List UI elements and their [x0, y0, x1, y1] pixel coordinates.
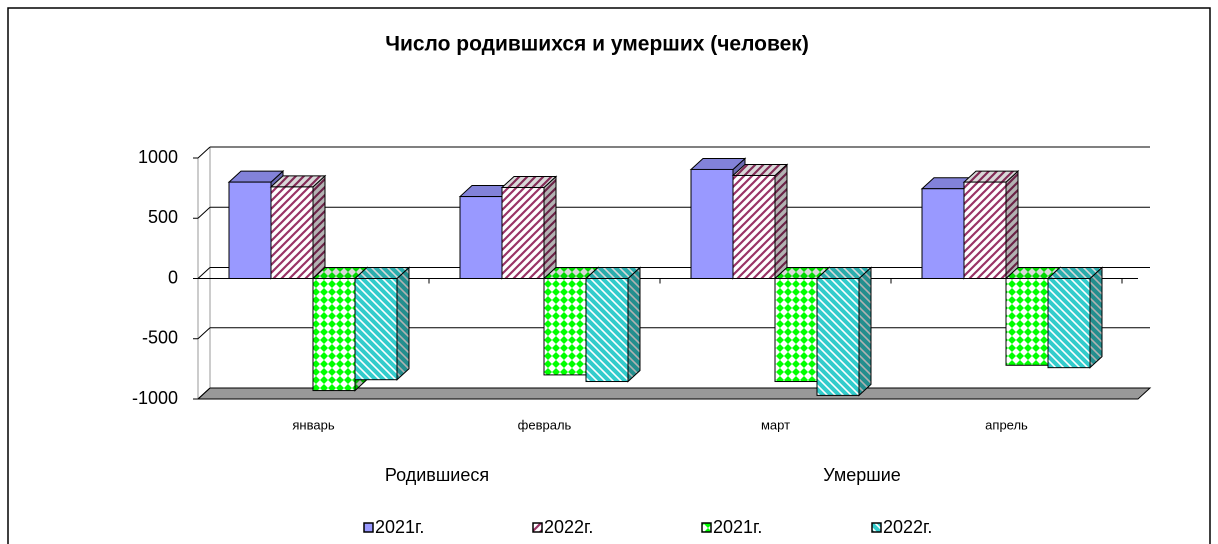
- bar: [312, 278, 356, 392]
- y-tick-label: 500: [148, 207, 178, 227]
- bar: [963, 181, 1007, 280]
- grid-line-side: [197, 267, 211, 279]
- bar: [816, 278, 860, 396]
- bar-side-shade: [1090, 267, 1102, 368]
- bar: [690, 168, 734, 279]
- legend-swatch: [532, 522, 543, 533]
- chart-title: Число родившихся и умерших (человек): [385, 33, 809, 56]
- bar: [459, 196, 503, 279]
- bar: [1047, 278, 1091, 369]
- y-tick-label: -500: [142, 328, 178, 348]
- grid-line-side: [197, 206, 211, 219]
- bar-side-shade: [775, 164, 787, 279]
- y-tick-label: 0: [168, 267, 178, 287]
- legend-label: 2022г.: [883, 517, 932, 537]
- bars: [227, 157, 1104, 397]
- legend-swatch: [363, 522, 374, 533]
- labels: -1000 -500 0 500 1000 январь февраль март апрель…: [132, 147, 1028, 537]
- bar-side-shade: [859, 267, 871, 396]
- x-tick-label: февраль: [518, 417, 572, 432]
- bar: [228, 181, 272, 280]
- y-tick-label: 1000: [138, 147, 178, 167]
- bar: [354, 278, 398, 381]
- x-tick-label: январь: [292, 417, 334, 432]
- legend-item: 2022г.: [532, 517, 593, 537]
- bar: [774, 278, 818, 383]
- bar-top-shade: [586, 267, 640, 279]
- bar: [732, 174, 776, 279]
- legend-label: 2021г.: [375, 517, 424, 537]
- bar: [270, 186, 314, 279]
- bar-top-shade: [313, 267, 367, 279]
- y-tick-label: -1000: [132, 388, 178, 408]
- x-tick-label: март: [761, 417, 790, 432]
- legend-item: 2021г.: [701, 517, 762, 537]
- bar-side-shade: [397, 267, 409, 380]
- bar-top-shade: [1048, 267, 1102, 279]
- grid-line-side: [197, 146, 211, 159]
- bar: [543, 278, 587, 376]
- bar-top-shade: [271, 175, 325, 187]
- legend-label: 2021г.: [713, 517, 762, 537]
- legend-item: 2022г.: [871, 517, 932, 537]
- bar-top-shade: [691, 158, 745, 170]
- bar: [585, 278, 629, 383]
- bar-top-shade: [1006, 267, 1060, 279]
- bar-top-shade: [922, 177, 976, 189]
- bar-top-shade: [229, 171, 283, 183]
- bar-top-shade: [775, 267, 829, 279]
- legend-item: 2021г.: [363, 517, 424, 537]
- bar-top-shade: [460, 185, 514, 197]
- bar-top-shade: [817, 267, 871, 279]
- annotation: Родившиеся: [385, 465, 489, 485]
- bar-top-shade: [355, 267, 409, 279]
- bar-top-shade: [502, 176, 556, 188]
- x-tick-label: апрель: [985, 417, 1028, 432]
- bar: [1005, 278, 1049, 366]
- bar-side-shade: [313, 175, 325, 279]
- bar-top-shade: [544, 267, 598, 279]
- legend-swatch: [701, 522, 712, 533]
- grid-line-side: [197, 327, 211, 340]
- bar-side-shade: [628, 267, 640, 382]
- bar: [921, 188, 965, 279]
- legend-swatch: [871, 522, 882, 533]
- bar-top-shade: [964, 171, 1018, 183]
- bar: [501, 187, 545, 280]
- grid-line-side: [197, 387, 211, 400]
- bar-side-shade: [544, 176, 556, 279]
- bar-side-shade: [1006, 171, 1018, 279]
- bar-top-shade: [733, 164, 787, 176]
- annotation: Умершие: [823, 465, 901, 485]
- legend-label: 2022г.: [544, 517, 593, 537]
